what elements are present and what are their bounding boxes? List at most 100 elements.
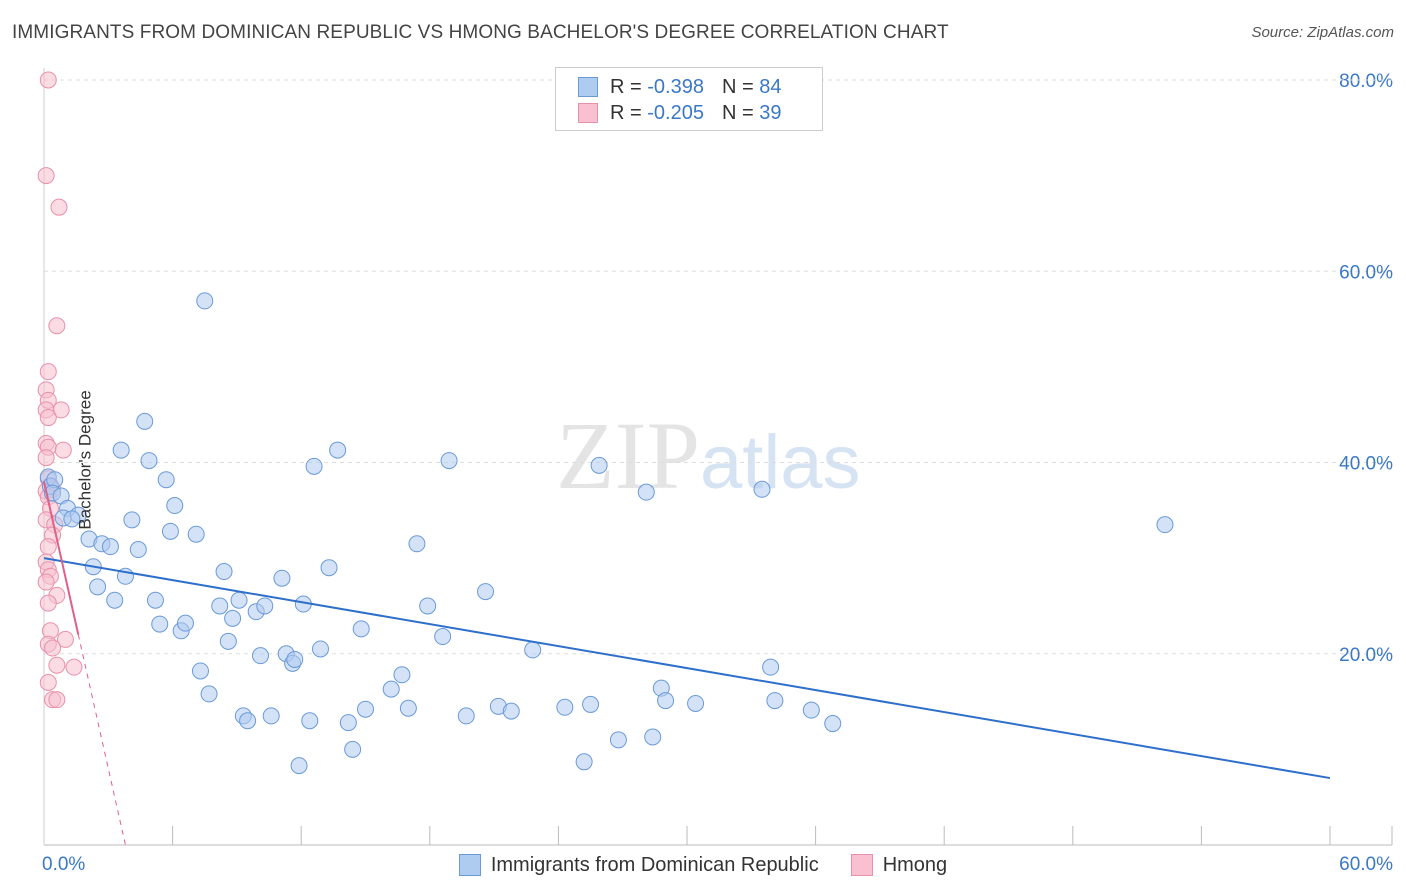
dominican-point: [290, 757, 308, 775]
dominican-point: [657, 692, 675, 710]
legend-n-label: N =: [721, 75, 754, 98]
legend-n-label: N =: [721, 101, 754, 124]
dominican-point: [301, 712, 319, 730]
hmong-point: [39, 594, 57, 612]
hmong-point: [44, 639, 62, 657]
series-legend-dominican: Immigrants from Dominican Republic: [458, 853, 819, 877]
hmong-point: [48, 691, 66, 709]
legend-row-dominican: R = -0.398 N = 84: [578, 74, 781, 100]
dominican-point: [329, 441, 347, 459]
hmong-point: [48, 317, 66, 335]
dominican-point: [434, 628, 452, 646]
y-tick-label: 60.0%: [1339, 262, 1393, 283]
hmong-point: [39, 71, 57, 89]
dominican-point: [762, 658, 780, 676]
dominican-point: [824, 715, 842, 733]
y-tick-label: 40.0%: [1339, 454, 1393, 475]
dominican-point: [582, 695, 600, 713]
dominican-point: [393, 666, 411, 684]
dominican-point: [89, 578, 107, 596]
hmong-point: [39, 673, 57, 691]
dominican-point: [1156, 516, 1174, 534]
dominican-point: [320, 559, 338, 577]
y-tick-label: 80.0%: [1339, 71, 1393, 92]
dominican-point: [239, 712, 257, 730]
dominican-point: [477, 583, 495, 601]
legend-r-value: -0.398: [647, 75, 704, 98]
hmong-point: [48, 656, 66, 674]
y-axis-label: Bachelor's Degree: [75, 390, 95, 530]
dominican-point: [637, 483, 655, 501]
hmong-point: [39, 538, 57, 556]
dominican-point: [457, 707, 475, 725]
dominican-point: [339, 714, 357, 732]
hmong-point: [37, 573, 55, 591]
legend-swatch-pink: [578, 103, 598, 123]
dominican-point: [106, 591, 124, 609]
dominican-point: [687, 694, 705, 712]
dominican-point: [63, 510, 81, 528]
dominican-point: [251, 647, 269, 665]
dominican-point: [311, 640, 329, 658]
hmong-point: [37, 167, 55, 185]
dominican-point: [609, 731, 627, 749]
dominican-point: [224, 609, 242, 627]
hmong-point: [54, 441, 72, 459]
dominican-point: [399, 699, 417, 717]
dominican-point: [556, 698, 574, 716]
dominican-point: [187, 525, 205, 543]
dominican-point: [166, 497, 184, 515]
series-legend-hmong: Hmong: [850, 853, 948, 877]
dominican-point: [440, 452, 458, 470]
legend-r-label: R =: [610, 101, 642, 124]
dominican-point: [230, 591, 248, 609]
legend-n-value: 39: [759, 101, 782, 124]
dominican-point: [357, 700, 374, 718]
dominican-point: [524, 641, 542, 659]
legend-n-value: 84: [759, 75, 782, 98]
legend-row-hmong: R = -0.205 N = 39: [578, 100, 781, 126]
dominican-point: [419, 597, 437, 615]
dominican-point: [382, 680, 400, 698]
legend-r-value: -0.205: [647, 101, 704, 124]
dominican-point: [753, 480, 771, 498]
hmong-point: [52, 401, 70, 419]
series-legend: Immigrants from Dominican Republic Hmong: [0, 852, 1406, 878]
dominican-point: [802, 701, 820, 719]
dominican-point: [644, 728, 662, 746]
dominican-point: [286, 650, 304, 668]
y-tick-label: 20.0%: [1339, 645, 1393, 666]
dominican-point: [262, 707, 280, 725]
dominican-point: [502, 702, 520, 720]
dominican-point: [344, 740, 362, 758]
dominican-point: [101, 538, 119, 556]
dominican-point: [151, 615, 169, 633]
watermark: ZIPatlas: [556, 400, 861, 511]
dominican-point: [140, 452, 158, 470]
hmong-point: [39, 363, 57, 381]
dominican-point: [112, 441, 130, 459]
source-label: Source: ZipAtlas.com: [1251, 24, 1394, 41]
hmong-point: [37, 449, 55, 467]
chart-title: IMMIGRANTS FROM DOMINICAN REPUBLIC VS HM…: [12, 22, 949, 43]
dominican-point: [146, 591, 164, 609]
series-name-dominican: Immigrants from Dominican Republic: [490, 853, 819, 876]
watermark-zip: ZIP: [556, 402, 700, 509]
dominican-point: [191, 662, 209, 680]
dominican-point: [161, 522, 179, 540]
hmong-point: [50, 198, 68, 216]
dominican-point: [176, 614, 194, 632]
hmong-point: [56, 630, 74, 648]
dominican-point: [219, 632, 237, 650]
dominican-point: [129, 541, 147, 559]
hmong-trend-extension: [77, 634, 126, 846]
dominican-point: [766, 692, 784, 710]
dominican-point: [273, 569, 291, 587]
series-name-hmong: Hmong: [882, 853, 948, 876]
dominican-point: [256, 597, 274, 615]
stats-legend: R = -0.398 N = 84 R = -0.205 N = 39: [555, 67, 823, 131]
dominican-point: [352, 620, 370, 638]
dominican-point: [215, 563, 233, 581]
x-tick-label-max: 60.0%: [1339, 854, 1393, 875]
